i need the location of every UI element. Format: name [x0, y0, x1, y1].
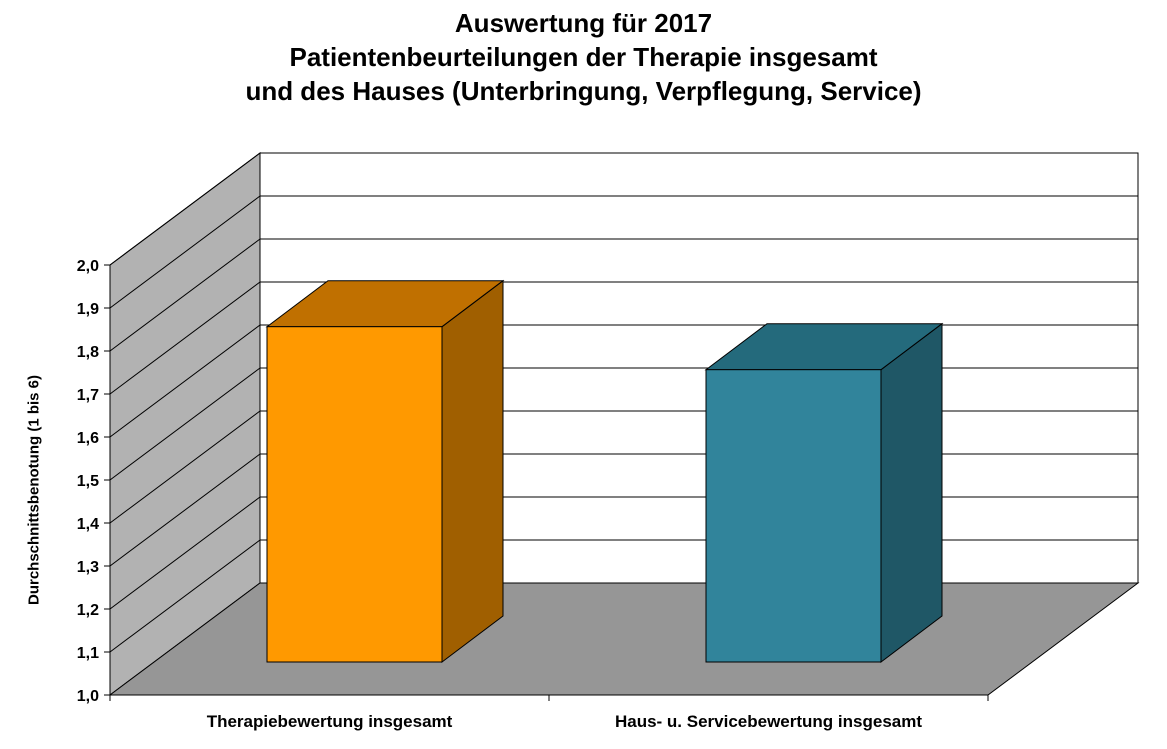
gridline-side: [109, 152, 261, 266]
bar-front-face: [266, 326, 443, 663]
gridline-side: [109, 238, 261, 352]
y-tick-label: 1,4: [77, 516, 99, 533]
gridline-side: [109, 195, 261, 309]
title-line-1: Auswertung für 2017: [454, 8, 713, 38]
gridline-side: [109, 324, 261, 438]
bar-2: [704, 322, 944, 664]
gridline-side: [109, 410, 261, 524]
y-tick-label: 1,2: [77, 602, 99, 619]
y-tick-label: 1,5: [77, 473, 99, 490]
y-tick-label: 1,1: [77, 645, 99, 662]
x-category-label: Therapiebewertung insgesamt: [207, 712, 453, 731]
gridline-side: [109, 281, 261, 395]
gridline-side: [109, 453, 261, 567]
y-tick-label: 1,7: [77, 387, 99, 404]
gridline-side: [109, 367, 261, 481]
y-tick-label: 1,0: [77, 688, 99, 705]
bar-side-face: [880, 322, 943, 664]
bar-side-face: [441, 279, 504, 664]
x-category-label: Haus- u. Servicebewertung insgesamt: [615, 712, 922, 731]
chart-title: Auswertung für 2017 Patientenbeurteilung…: [0, 6, 1167, 108]
y-tick-label: 1,6: [77, 430, 99, 447]
title-line-2: Patientenbeurteilungen der Therapie insg…: [289, 42, 878, 72]
bar-front-face: [705, 369, 882, 663]
floor: [108, 582, 1140, 696]
gridline-side: [109, 539, 261, 653]
y-tick-label: 1,3: [77, 559, 99, 576]
gridline-side: [109, 496, 261, 610]
y-tick-label: 1,8: [77, 344, 99, 361]
bar-1: [265, 279, 505, 664]
y-tick-label: 2,0: [77, 258, 99, 275]
y-tick-label: 1,9: [77, 301, 99, 318]
title-line-3: und des Hauses (Unterbringung, Verpflegu…: [245, 76, 922, 106]
